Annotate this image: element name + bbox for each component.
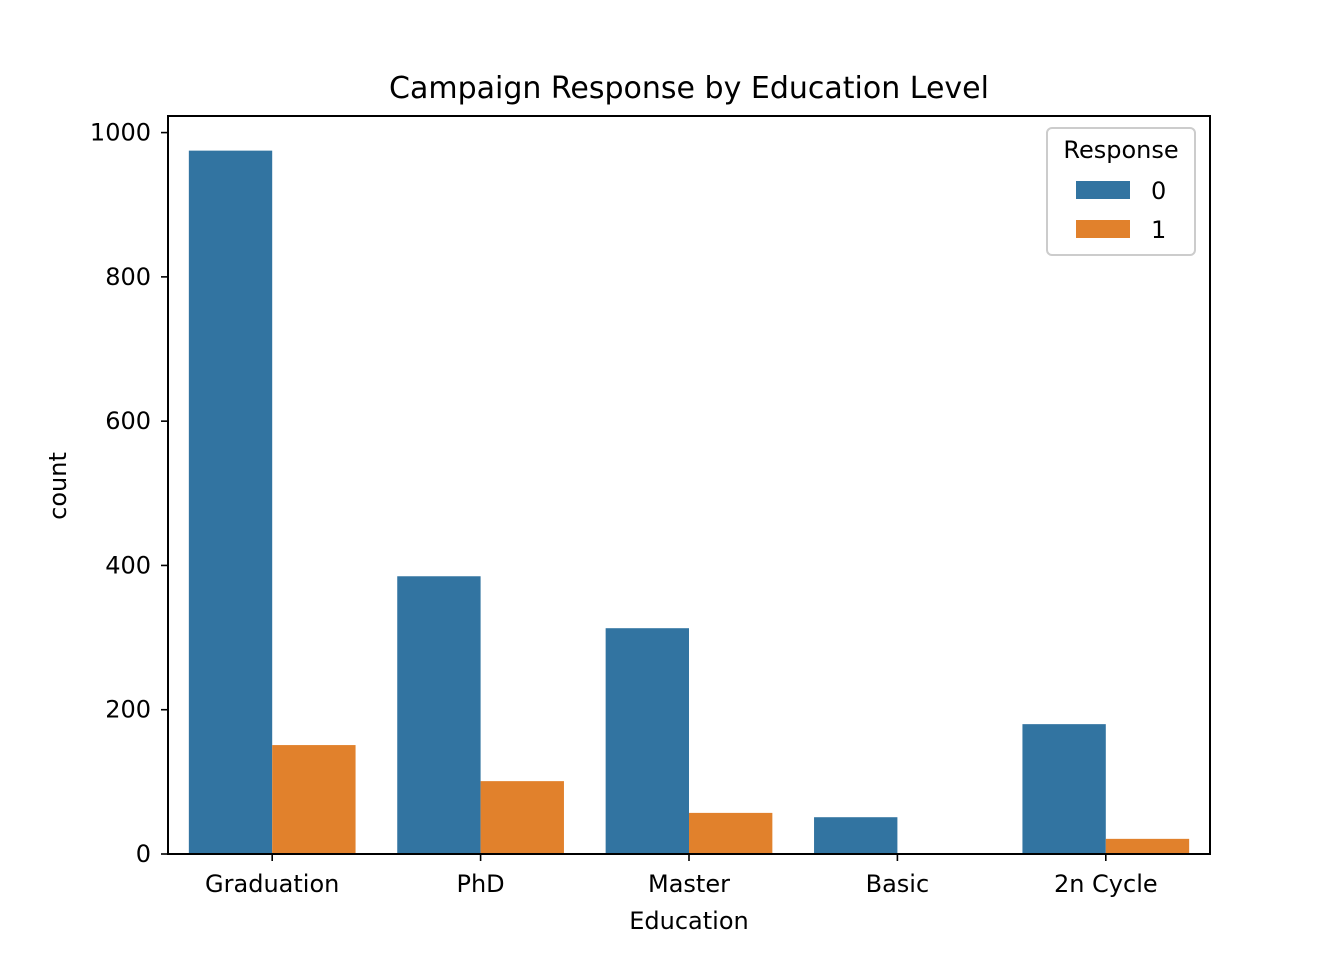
- legend-items: 01: [1076, 177, 1166, 244]
- x-tick-label: 2n Cycle: [1054, 870, 1158, 898]
- legend: Response 01: [1046, 127, 1196, 256]
- bar-graduation-response-0: [188, 150, 273, 854]
- bars-group: [188, 150, 1190, 854]
- bar-2n-cycle-response-0: [1022, 724, 1106, 854]
- bar-basic-response-0: [814, 817, 898, 854]
- plot-frame: [167, 115, 1211, 855]
- y-tick-label: 1000: [90, 119, 151, 147]
- y-tick-label: 200: [105, 696, 151, 724]
- y-tick-label: 0: [136, 840, 151, 868]
- bar-master-response-1: [689, 812, 773, 854]
- legend-swatch-0: [1076, 181, 1130, 199]
- x-tick-label: PhD: [457, 870, 505, 898]
- x-tick-label: Basic: [866, 870, 930, 898]
- x-tick-label: Graduation: [205, 870, 339, 898]
- y-axis-label: count: [44, 452, 72, 520]
- y-axis-ticks: 0 200 400 600 800 1000: [90, 119, 168, 868]
- bar-master-response-0: [605, 628, 689, 854]
- legend-swatch-1: [1076, 220, 1130, 238]
- x-axis-label: Education: [629, 907, 748, 935]
- chart-title: Campaign Response by Education Level: [389, 71, 989, 106]
- legend-label-0: 0: [1151, 177, 1166, 205]
- bar-phd-response-1: [480, 781, 564, 854]
- bar-graduation-response-1: [272, 745, 356, 854]
- legend-label-1: 1: [1151, 216, 1166, 244]
- x-axis-ticks: Graduation PhD Master Basic 2n Cycle: [205, 854, 1158, 898]
- y-tick-label: 600: [105, 407, 151, 435]
- y-tick-label: 800: [105, 263, 151, 291]
- bar-2n-cycle-response-1: [1105, 838, 1190, 854]
- y-tick-label: 400: [105, 551, 151, 579]
- legend-title: Response: [1063, 136, 1178, 164]
- x-tick-label: Master: [648, 870, 730, 898]
- bar-phd-response-0: [397, 576, 481, 854]
